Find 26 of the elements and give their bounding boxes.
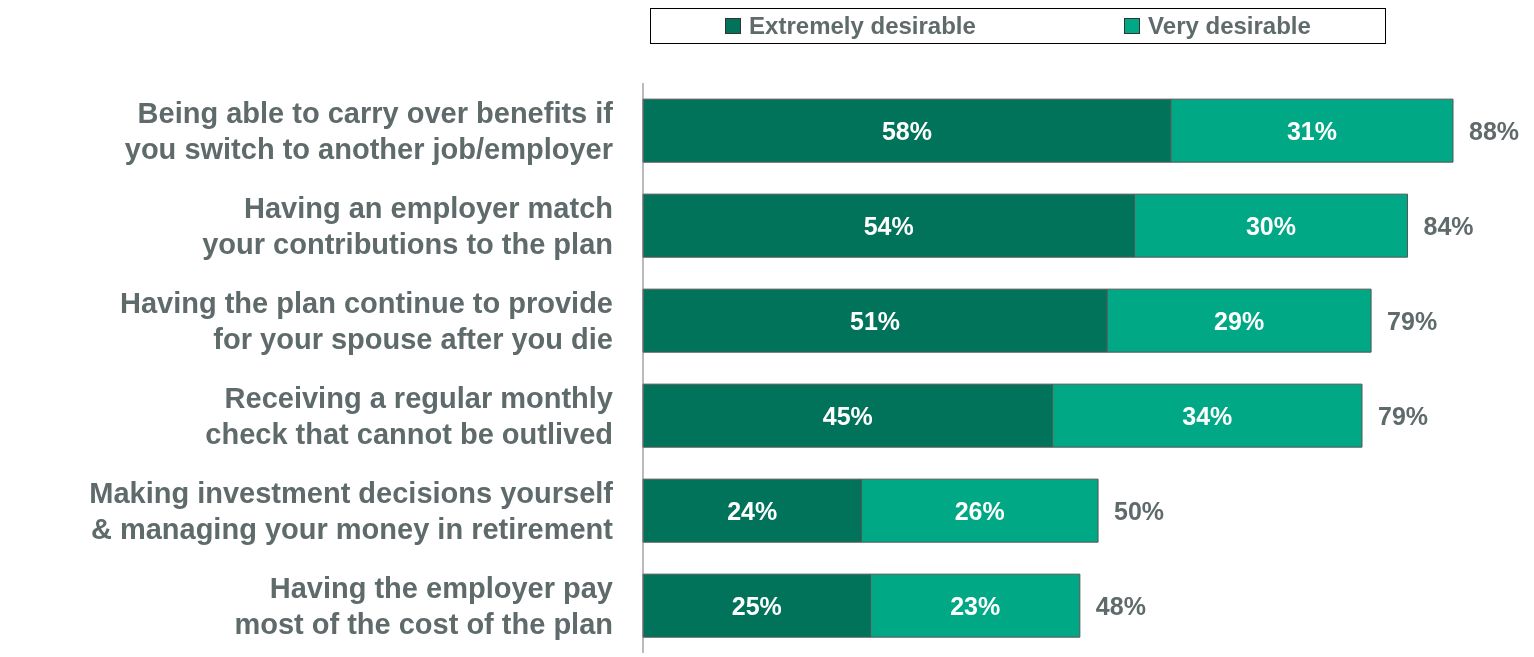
legend-label: Very desirable bbox=[1147, 12, 1311, 40]
total-label: 79% bbox=[1377, 401, 1429, 430]
legend-label: Extremely desirable bbox=[748, 12, 976, 40]
y-tick-label: Receiving a regular monthly check that cannot be outlived bbox=[205, 381, 613, 450]
data-label: 26% bbox=[954, 496, 1005, 525]
data-label: 45% bbox=[822, 401, 873, 430]
data-label: 25% bbox=[731, 591, 782, 620]
total-label: 50% bbox=[1114, 496, 1165, 525]
data-label: 23% bbox=[950, 591, 1001, 620]
data-label: 51% bbox=[850, 306, 901, 335]
y-tick-label: Having an employer match your contributions to the plan bbox=[202, 191, 613, 260]
data-label: 58% bbox=[881, 116, 932, 145]
y-tick-label: Having the employer pay most of the cost of the plan bbox=[234, 571, 613, 640]
total-label: 48% bbox=[1095, 591, 1146, 620]
total-label: 79% bbox=[1387, 306, 1438, 335]
data-label: 24% bbox=[727, 496, 778, 525]
y-tick-label: Making investment decisions yourself & managing your money in retirement bbox=[89, 476, 614, 545]
total-label: 84% bbox=[1423, 211, 1474, 240]
data-label: 54% bbox=[863, 211, 914, 240]
y-tick-label: Being able to carry over benefits if you switch to another job/employer bbox=[124, 96, 614, 165]
data-label: 30% bbox=[1245, 211, 1296, 240]
total-label: 88% bbox=[1469, 116, 1520, 145]
data-label: 31% bbox=[1286, 116, 1337, 145]
data-label: 34% bbox=[1182, 401, 1233, 430]
data-label: 29% bbox=[1214, 306, 1265, 335]
y-tick-label: Having the plan continue to provide for your spouse after you die bbox=[119, 286, 613, 355]
